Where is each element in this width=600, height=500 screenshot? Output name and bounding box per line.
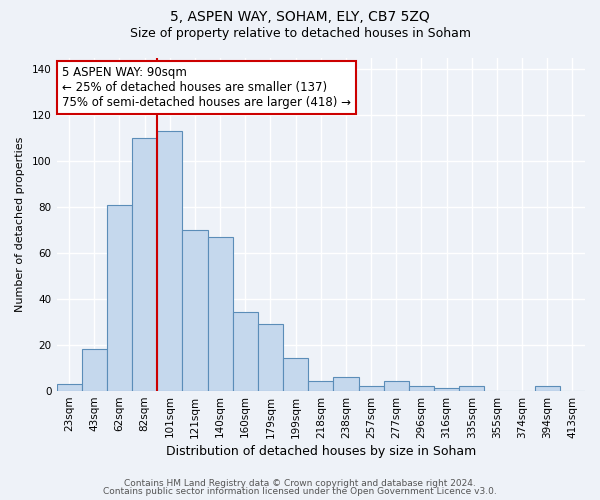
Bar — [157, 131, 182, 390]
Bar — [308, 382, 334, 390]
Bar — [233, 312, 258, 390]
X-axis label: Distribution of detached houses by size in Soham: Distribution of detached houses by size … — [166, 444, 476, 458]
Bar — [434, 388, 459, 390]
Bar — [459, 386, 484, 390]
Bar — [359, 386, 383, 390]
Text: Contains HM Land Registry data © Crown copyright and database right 2024.: Contains HM Land Registry data © Crown c… — [124, 478, 476, 488]
Y-axis label: Number of detached properties: Number of detached properties — [15, 136, 25, 312]
Bar — [535, 386, 560, 390]
Bar — [283, 358, 308, 390]
Text: Contains public sector information licensed under the Open Government Licence v3: Contains public sector information licen… — [103, 487, 497, 496]
Bar — [208, 236, 233, 390]
Bar — [82, 349, 107, 391]
Bar — [132, 138, 157, 390]
Bar — [334, 377, 359, 390]
Bar — [182, 230, 208, 390]
Bar — [258, 324, 283, 390]
Bar — [56, 384, 82, 390]
Bar — [383, 382, 409, 390]
Text: 5 ASPEN WAY: 90sqm
← 25% of detached houses are smaller (137)
75% of semi-detach: 5 ASPEN WAY: 90sqm ← 25% of detached hou… — [62, 66, 351, 109]
Bar — [107, 204, 132, 390]
Text: Size of property relative to detached houses in Soham: Size of property relative to detached ho… — [130, 28, 470, 40]
Bar — [409, 386, 434, 390]
Text: 5, ASPEN WAY, SOHAM, ELY, CB7 5ZQ: 5, ASPEN WAY, SOHAM, ELY, CB7 5ZQ — [170, 10, 430, 24]
